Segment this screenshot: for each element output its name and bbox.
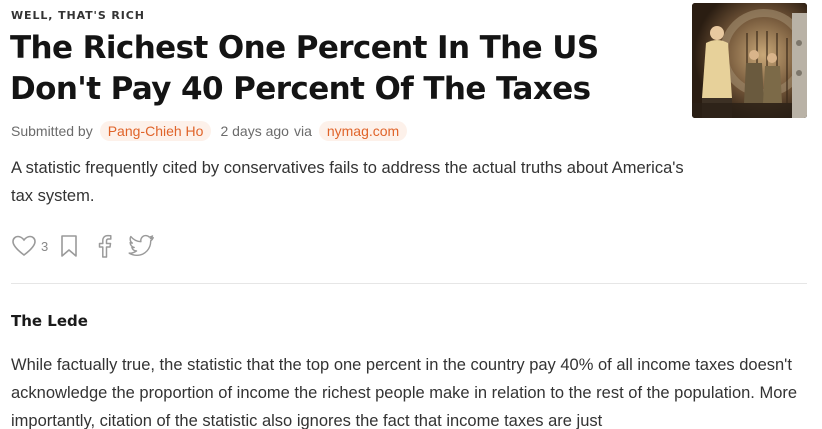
article-title[interactable]: The Richest One Percent In The US Don't … [10,30,599,107]
article-actions: 3 [11,232,156,260]
article-meta: Submitted by Pang-Chieh Ho 2 days ago vi… [11,121,411,141]
twitter-icon [128,234,155,257]
section-divider [11,283,807,284]
thumbnail-image [692,3,807,118]
bookmark-button[interactable] [58,234,80,258]
facebook-share-button[interactable] [94,233,114,259]
source-link[interactable]: nymag.com [318,121,408,141]
post-time: 2 days ago [220,123,289,139]
article-kicker: WELL, THAT'S RICH [11,9,145,22]
facebook-icon [98,234,112,258]
article-summary: A statistic frequently cited by conserva… [11,159,684,205]
heart-icon [12,235,36,257]
bookmark-icon [61,235,78,257]
submitted-by-label: Submitted by [11,123,93,139]
twitter-share-button[interactable] [128,234,156,258]
article-body: While factually true, the statistic that… [11,356,798,429]
like-button[interactable] [11,234,37,258]
like-count: 3 [41,238,49,254]
via-label: via [293,123,312,139]
article-thumbnail[interactable] [692,3,807,118]
section-title: The Lede [11,312,88,330]
author-link[interactable]: Pang-Chieh Ho [99,121,212,141]
